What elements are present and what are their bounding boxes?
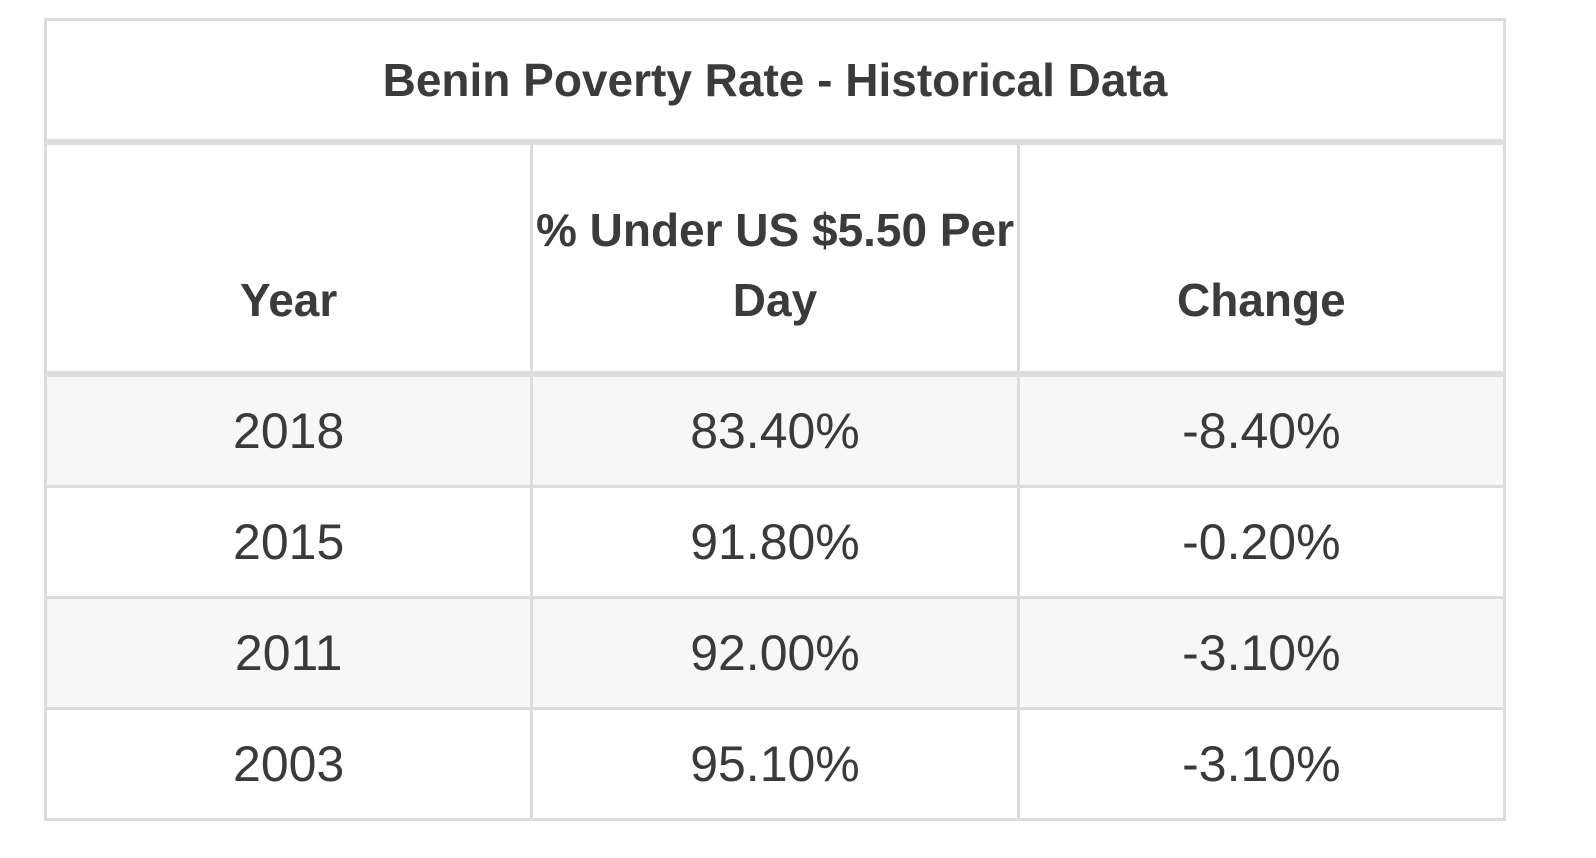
poverty-table-container: Benin Poverty Rate - Historical Data Yea… [43, 18, 1507, 821]
cell-change: -3.10% [1016, 707, 1507, 821]
cell-change: -8.40% [1016, 372, 1507, 488]
cell-percent: 83.40% [530, 372, 1020, 488]
table-header-row: Year % Under US $5.50 Per Day Change [43, 139, 1507, 377]
cell-year: 2018 [43, 372, 534, 488]
table-title: Benin Poverty Rate - Historical Data [44, 18, 1506, 144]
header-change: Change [1016, 139, 1507, 377]
cell-year: 2015 [43, 485, 534, 599]
table-title-row: Benin Poverty Rate - Historical Data [44, 18, 1506, 144]
poverty-rate-table: Benin Poverty Rate - Historical Data Yea… [43, 18, 1507, 821]
table-row: 2003 95.10% -3.10% [43, 707, 1507, 821]
cell-year: 2011 [43, 596, 534, 710]
header-year: Year [43, 139, 534, 377]
cell-change: -0.20% [1016, 485, 1507, 599]
table-row: 2015 91.80% -0.20% [43, 485, 1507, 599]
cell-year: 2003 [43, 707, 534, 821]
table-row: 2011 92.00% -3.10% [43, 596, 1507, 710]
cell-percent: 95.10% [530, 707, 1020, 821]
cell-percent: 92.00% [530, 596, 1020, 710]
header-percent-under: % Under US $5.50 Per Day [530, 139, 1020, 377]
cell-change: -3.10% [1016, 596, 1507, 710]
table-row: 2018 83.40% -8.40% [43, 372, 1507, 488]
cell-percent: 91.80% [530, 485, 1020, 599]
